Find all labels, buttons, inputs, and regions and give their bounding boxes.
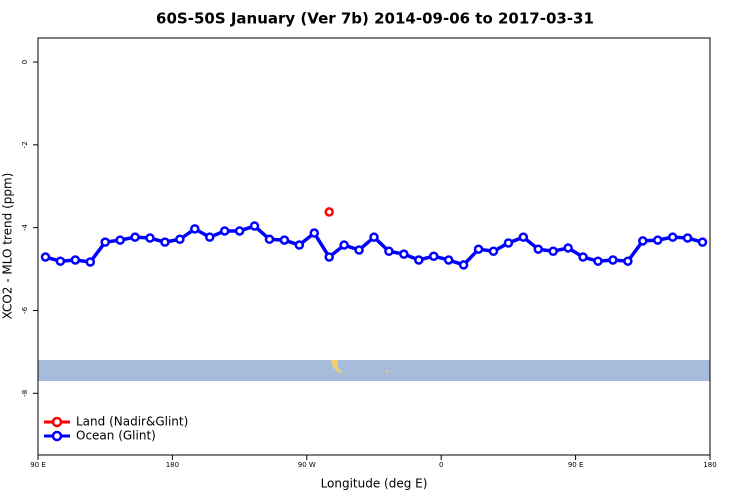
point bbox=[623, 256, 633, 266]
point bbox=[638, 236, 648, 246]
point bbox=[488, 246, 499, 257]
x-tick-label: 90 W bbox=[298, 461, 316, 469]
point bbox=[40, 252, 51, 262]
legend-swatch bbox=[51, 416, 63, 428]
point bbox=[593, 256, 603, 266]
point bbox=[503, 238, 514, 248]
point bbox=[458, 260, 469, 270]
point bbox=[443, 255, 454, 265]
point bbox=[354, 245, 364, 255]
point bbox=[85, 257, 96, 267]
legend-label: Land (Nadir&Glint) bbox=[76, 415, 188, 429]
point bbox=[204, 232, 215, 242]
point bbox=[324, 252, 334, 262]
chart-title: 60S-50S January (Ver 7b) 2014-09-06 to 2… bbox=[156, 10, 594, 28]
point bbox=[667, 232, 678, 242]
y-tick-label: -4 bbox=[21, 224, 29, 232]
point bbox=[294, 240, 305, 250]
point bbox=[70, 255, 81, 265]
x-tick-label: 180 bbox=[166, 461, 179, 469]
point bbox=[563, 243, 573, 253]
point bbox=[548, 246, 558, 257]
point bbox=[473, 244, 484, 254]
point bbox=[682, 233, 693, 243]
point bbox=[578, 252, 588, 262]
point bbox=[369, 232, 379, 242]
point bbox=[55, 256, 66, 266]
legend-swatch bbox=[51, 430, 63, 442]
plot-frame bbox=[37, 37, 711, 456]
series-line bbox=[44, 224, 704, 267]
map-land bbox=[331, 360, 343, 373]
point bbox=[190, 224, 200, 234]
x-tick-label: 90 E bbox=[30, 461, 46, 469]
point bbox=[130, 232, 140, 242]
point bbox=[249, 221, 260, 231]
point bbox=[339, 240, 349, 250]
x-tick-label: 180 bbox=[703, 461, 716, 469]
point bbox=[100, 237, 110, 247]
point bbox=[309, 228, 320, 238]
point bbox=[115, 235, 125, 245]
y-tick-label: 0 bbox=[21, 60, 29, 64]
point bbox=[399, 249, 409, 259]
point bbox=[428, 251, 439, 261]
point bbox=[264, 234, 275, 245]
point bbox=[160, 237, 170, 247]
map-land bbox=[386, 370, 388, 372]
y-tick-label: -6 bbox=[21, 306, 29, 314]
map-strip bbox=[38, 360, 710, 381]
point bbox=[608, 255, 618, 265]
point bbox=[518, 232, 529, 242]
y-tick-label: -2 bbox=[21, 141, 29, 148]
x-axis-label: Longitude (deg E) bbox=[321, 477, 428, 491]
point bbox=[697, 237, 708, 247]
point bbox=[279, 235, 290, 245]
point bbox=[652, 235, 663, 245]
point bbox=[414, 255, 424, 265]
point bbox=[234, 226, 245, 236]
point bbox=[175, 234, 185, 245]
legend-label: Ocean (Glint) bbox=[76, 429, 156, 443]
point bbox=[384, 246, 394, 257]
y-axis-label: XCO2 - MLO trend (ppm) bbox=[1, 173, 15, 320]
point bbox=[145, 233, 155, 243]
point bbox=[324, 207, 334, 217]
x-tick-label: 90 E bbox=[568, 461, 584, 469]
x-tick-label: 0 bbox=[439, 461, 443, 469]
y-tick-label: -8 bbox=[21, 390, 29, 397]
point bbox=[533, 244, 544, 254]
point bbox=[219, 226, 230, 236]
